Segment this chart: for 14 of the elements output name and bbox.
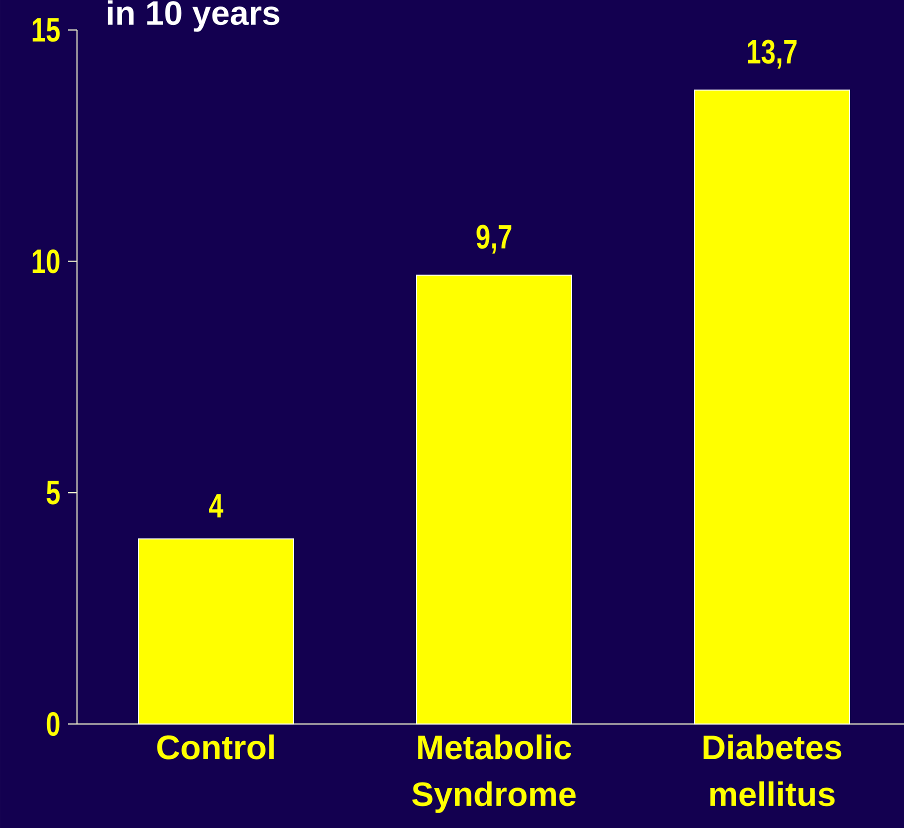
bar	[138, 538, 294, 724]
y-tick-label: 5	[46, 480, 60, 504]
x-tick-label: Control	[157, 734, 274, 760]
y-tick-label: 15	[32, 18, 60, 42]
bar	[694, 90, 850, 724]
chart-title: in 10 years	[108, 0, 280, 32]
bar	[416, 274, 572, 724]
data-label: 4	[209, 494, 224, 518]
y-tick-label: 10	[32, 249, 60, 274]
y-tick-label: 0	[46, 712, 60, 736]
x-tick-label: Metabolic Syndrome	[412, 734, 576, 813]
data-label: 9,7	[476, 224, 512, 254]
x-tick-label: Diabetes mellitus	[704, 734, 842, 806]
data-label: 13,7	[748, 40, 797, 69]
